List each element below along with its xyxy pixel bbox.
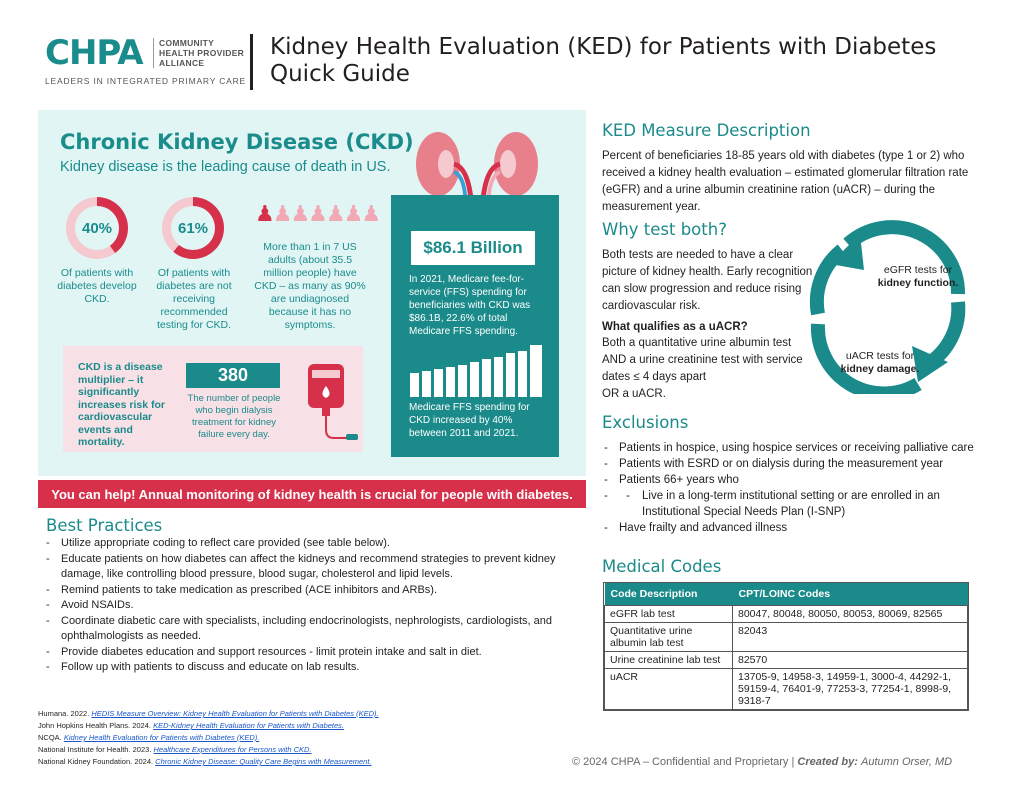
stat-caption: More than 1 in 7 US adults (about 35.5 m… (254, 241, 366, 331)
list-item: Educate patients on how diabetes can aff… (46, 552, 586, 583)
list-item: Have frailty and advanced illness (604, 520, 974, 536)
people-icons: ♟♟♟♟♟♟♟ (255, 201, 381, 226)
list-item: Avoid NSAIDs. (46, 598, 586, 614)
why-heading: Why test both? (602, 220, 727, 239)
why-text: Both tests are needed to have a clear pi… (602, 249, 813, 312)
column-header: CPT/LOINC Codes (732, 583, 968, 606)
list-item: Remind patients to take medication as pr… (46, 583, 586, 599)
codes-table-wrap: Code Description CPT/LOINC Codes eGFR la… (603, 582, 969, 711)
exclusions-list: Patients in hospice, using hospice servi… (604, 440, 974, 536)
uacr-caption: uACR tests for kidney damage. (840, 350, 920, 375)
person-icon: ♟ (255, 201, 275, 226)
spending-amount: $86.1 Billion (411, 231, 535, 265)
list-item: Coordinate diabetic care with specialist… (46, 614, 586, 645)
egfr-caption: eGFR tests for kidney function. (877, 264, 959, 289)
iv-bag-icon (308, 364, 358, 440)
reference-item: National Institute for Health. 2023. Hea… (38, 745, 312, 754)
list-item: Patients 66+ years who (604, 472, 974, 488)
best-practices-heading: Best Practices (46, 516, 163, 535)
list-item: Follow up with patients to discuss and e… (46, 660, 586, 676)
reference-item: John Hopkins Health Plans. 2024. KED-Kid… (38, 721, 345, 730)
table-cell: Quantitative urine albumin lab test (604, 622, 733, 652)
reference-link[interactable]: Kidney Health Evaluation for Patients wi… (63, 733, 260, 742)
ckd-subtitle: Kidney disease is the leading cause of d… (60, 159, 391, 175)
exclusions-heading: Exclusions (602, 413, 689, 432)
page-title: Kidney Health Evaluation (KED) for Patie… (270, 34, 937, 87)
spending-bar-chart (410, 345, 542, 397)
table-row: uACR 13705-9, 14958-3, 14959-1, 3000-4, 4… (604, 668, 968, 710)
best-practices-list: Utilize appropriate coding to reflect ca… (46, 536, 586, 676)
table-cell: 80047, 80048, 80050, 80053, 80069, 82565 (732, 605, 968, 623)
stat-ring-40: 40% (66, 197, 128, 259)
ckd-title: Chronic Kidney Disease (CKD) (60, 130, 414, 154)
ked-text: Percent of beneficiaries 18-85 years old… (602, 150, 969, 213)
table-cell: 13705-9, 14958-3, 14959-1, 3000-4, 44292… (732, 668, 968, 710)
ked-heading: KED Measure Description (602, 121, 811, 140)
stat-ring-61: 61% (162, 197, 224, 259)
dialysis-value: 380 (186, 363, 280, 388)
reference-link[interactable]: KED-Kidney Health Evaluation for Patient… (153, 721, 345, 730)
reference-link[interactable]: HEDIS Measure Overview: Kidney Health Ev… (91, 709, 379, 718)
logo-tagline: LEADERS IN INTEGRATED PRIMARY CARE (45, 76, 247, 86)
codes-heading: Medical Codes (602, 557, 722, 576)
help-banner: You can help! Annual monitoring of kidne… (38, 480, 586, 508)
references: Humana. 2022. HEDIS Measure Overview: Ki… (38, 708, 379, 768)
chpa-logo: CHPA COMMUNITY HEALTH PROVIDER ALLIANCE … (45, 34, 250, 86)
list-item: Provide diabetes education and support r… (46, 645, 586, 661)
reference-link[interactable]: Chronic Kidney Disease: Quality Care Beg… (155, 757, 372, 766)
table-row: Urine creatinine lab test 82570 (604, 651, 968, 669)
person-icon: ♟♟♟♟♟♟ (272, 201, 381, 226)
uacr-qualifies-or: OR a uACR. (602, 388, 666, 400)
uacr-qualifies-text: Both a quantitative urine albumin test A… (602, 337, 803, 383)
table-cell: eGFR lab test (604, 605, 733, 623)
reference-link[interactable]: Healthcare Expenditures for Persons with… (153, 745, 312, 754)
footer: © 2024 CHPA – Confidential and Proprieta… (572, 756, 953, 768)
stat-caption: Of patients with diabetes are not receiv… (156, 267, 232, 331)
table-row: eGFR lab test 80047, 80048, 80050, 80053,… (604, 605, 968, 623)
stat-value: 61% (171, 206, 215, 250)
uacr-qualifies-heading: What qualifies as a uACR? (602, 321, 748, 333)
logo-mark: CHPA (45, 33, 144, 73)
table-cell: 82043 (732, 622, 968, 652)
table-cell: 82570 (732, 651, 968, 669)
reference-item: National Kidney Foundation. 2024. Chroni… (38, 757, 372, 766)
table-header-row: Code Description CPT/LOINC Codes (604, 583, 968, 606)
list-item: Patients with ESRD or on dialysis during… (604, 456, 974, 472)
list-item: Utilize appropriate coding to reflect ca… (46, 536, 586, 552)
multiplier-text: CKD is a disease multiplier – it signifi… (78, 361, 165, 448)
stat-caption: Of patients with diabetes develop CKD. (57, 267, 137, 305)
codes-table: Code Description CPT/LOINC Codes eGFR la… (604, 583, 968, 710)
stat-value: 40% (75, 206, 119, 250)
dialysis-caption: The number of people who begin dialysis … (187, 393, 281, 440)
list-sub-item: -Live in a long-term institutional setti… (604, 488, 974, 520)
table-cell: uACR (604, 668, 733, 710)
header-divider (250, 34, 253, 90)
cycle-arrows-icon (809, 220, 966, 394)
list-item: Patients in hospice, using hospice servi… (604, 440, 974, 456)
column-header: Code Description (604, 583, 733, 606)
table-cell: Urine creatinine lab test (604, 651, 733, 669)
logo-side-text: COMMUNITY HEALTH PROVIDER ALLIANCE (153, 38, 244, 68)
table-row: Quantitative urine albumin lab test 82043 (604, 622, 968, 652)
reference-item: Humana. 2022. HEDIS Measure Overview: Ki… (38, 709, 379, 718)
reference-item: NCQA. Kidney Health Evaluation for Patie… (38, 733, 260, 742)
spending-text: In 2021, Medicare fee-for-service (FFS) … (409, 274, 531, 337)
spending-increase-text: Medicare FFS spending for CKD increased … (409, 402, 530, 439)
